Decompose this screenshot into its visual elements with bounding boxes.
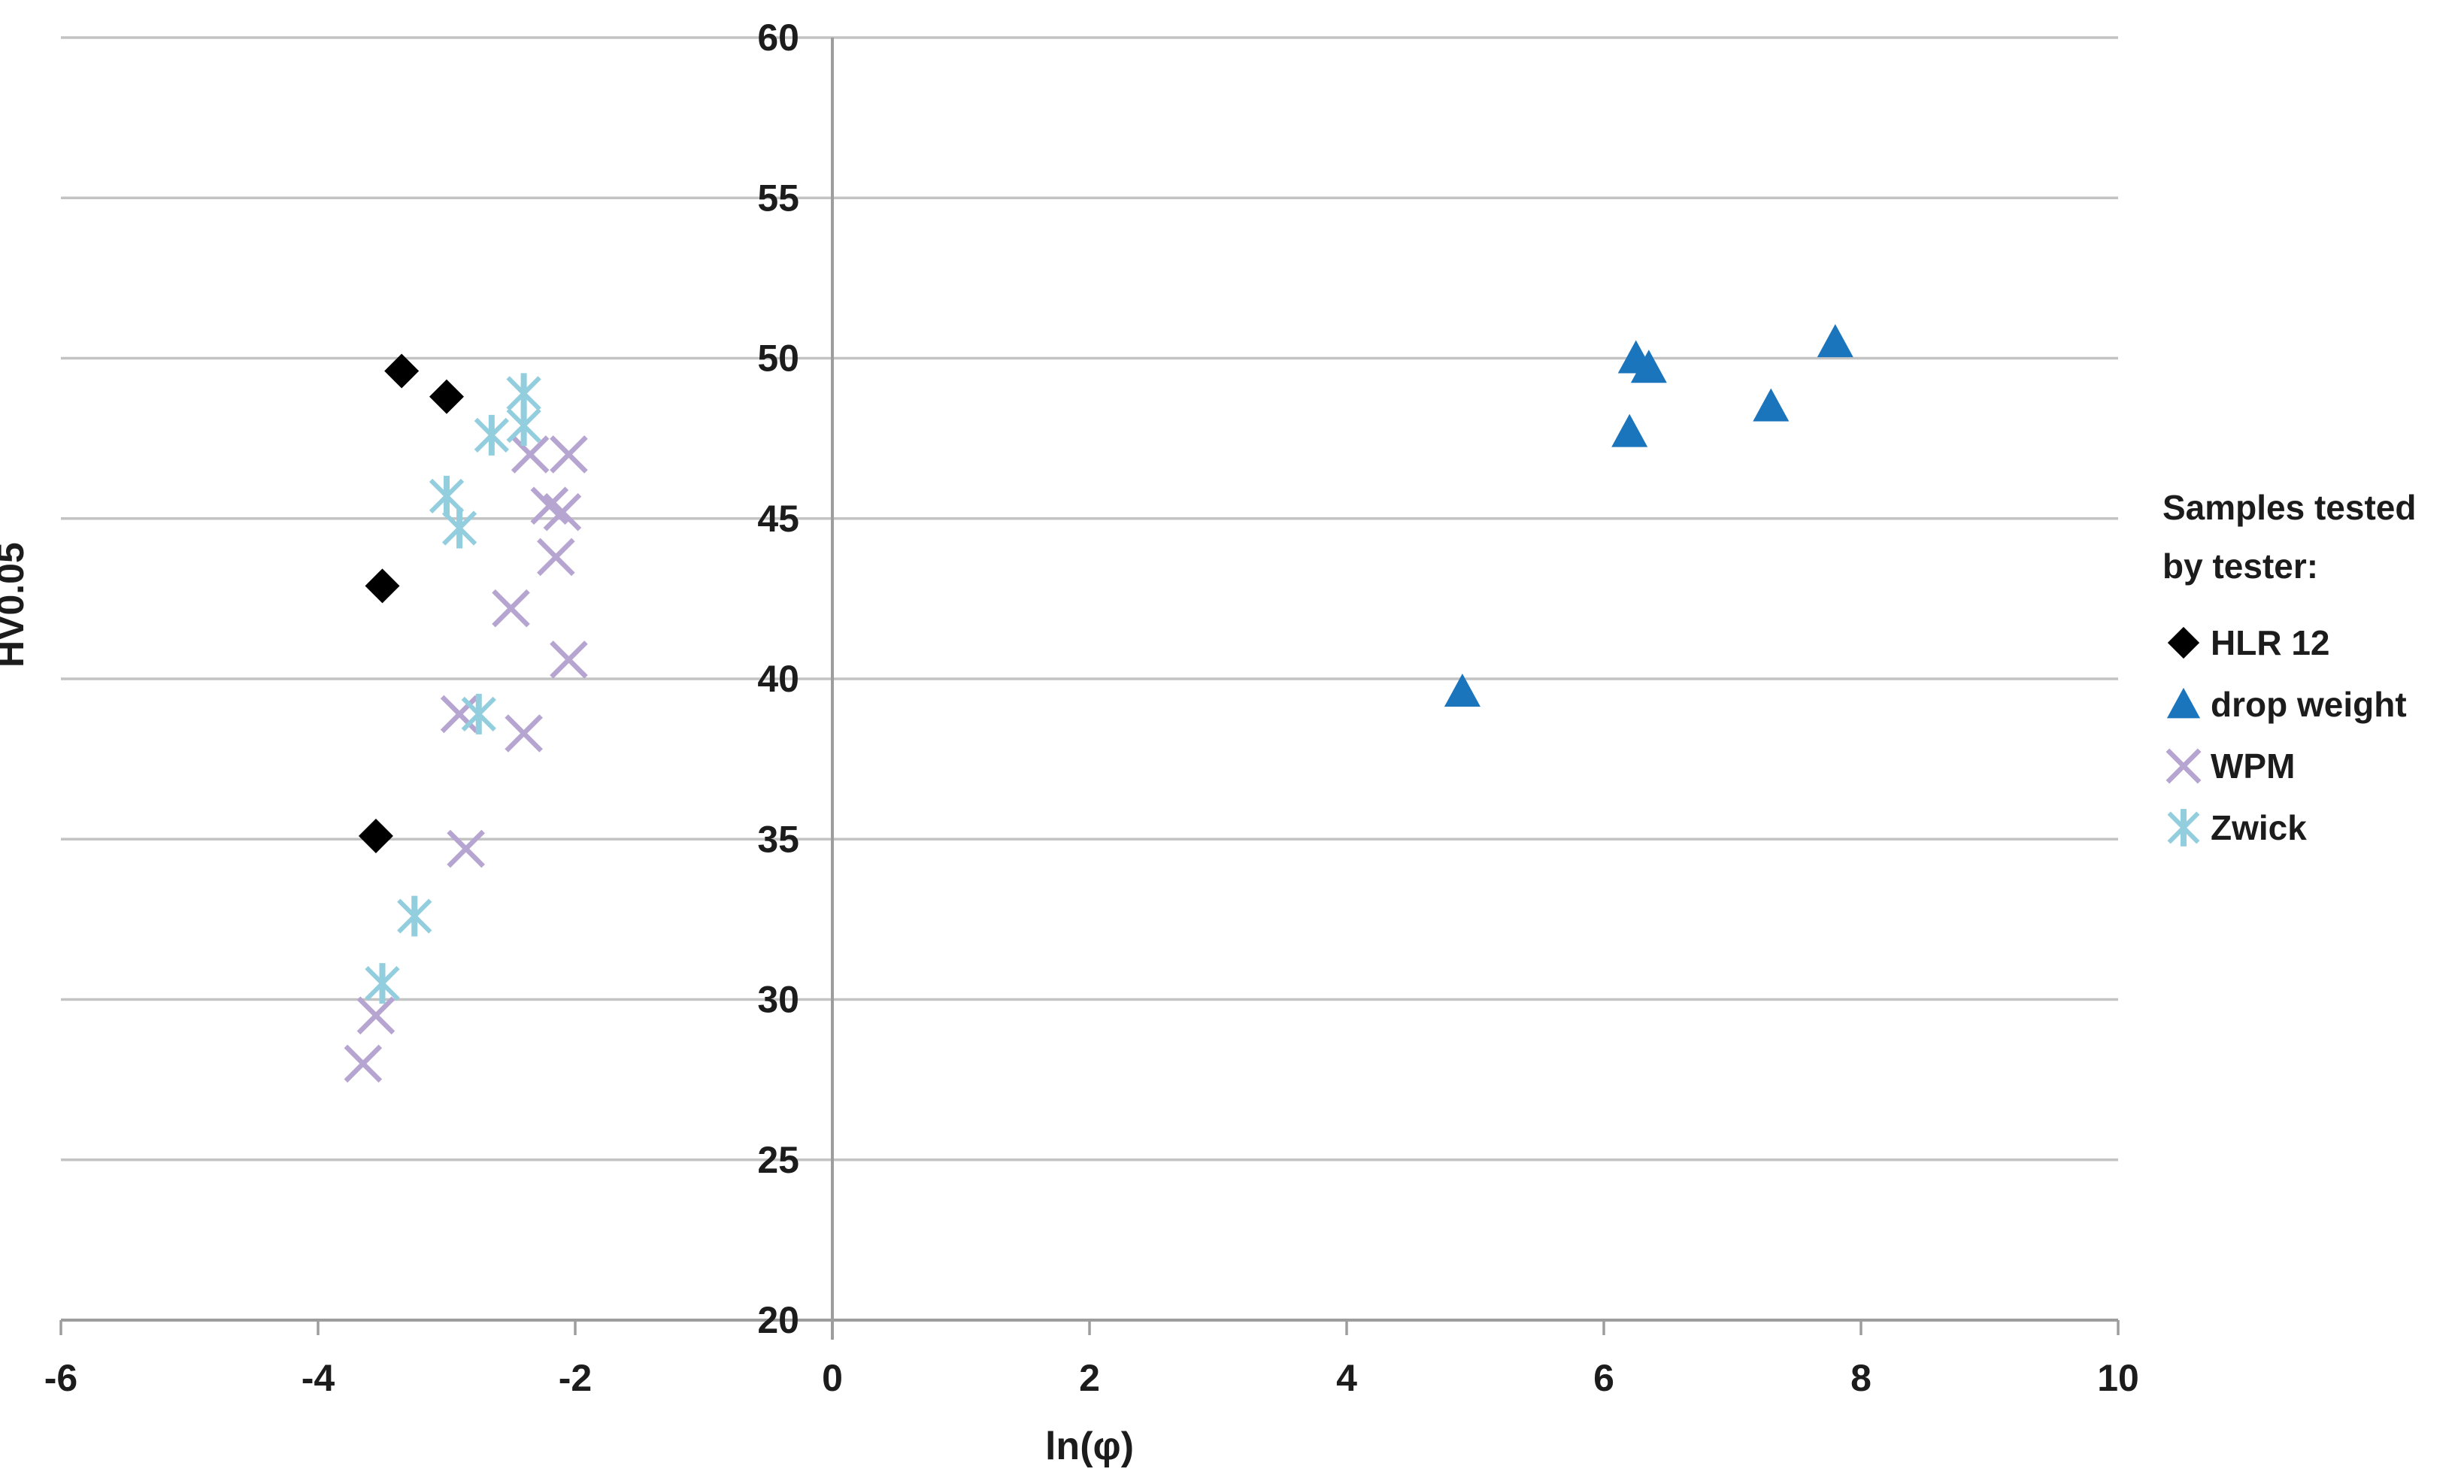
y-tick-label: 50: [757, 338, 799, 380]
data-point-marker-x: [530, 486, 569, 525]
series-wpm: [344, 435, 588, 1083]
data-point-marker-x: [550, 435, 588, 474]
data-point-marker-x: [492, 589, 530, 628]
y-tick-label: 55: [757, 177, 799, 219]
axes: [59, 38, 2120, 1340]
data-point-marker-x: [511, 435, 550, 474]
x-icon: [2165, 748, 2202, 784]
legend-item-hlr-12: HLR 12: [2162, 622, 2463, 663]
data-point-marker-x: [440, 695, 479, 734]
x-tick-label: 4: [1336, 1357, 1357, 1399]
data-point-marker-triangle: [1611, 413, 1648, 447]
x-tick-label: 2: [1079, 1357, 1100, 1399]
y-tick-label: 20: [757, 1299, 799, 1341]
gridlines: [61, 36, 2118, 1322]
data-point-marker-triangle: [1630, 350, 1667, 383]
y-tick-label: 25: [757, 1139, 799, 1181]
x-tick-label: -6: [44, 1357, 77, 1399]
data-point-marker-triangle: [2166, 687, 2201, 719]
data-point-marker-x: [543, 492, 582, 532]
x-tick-label: 8: [1850, 1357, 1871, 1399]
legend-title: Samples tested by tester:: [2162, 488, 2417, 586]
legend-label: Zwick: [2211, 808, 2307, 847]
data-point-marker-triangle: [1444, 674, 1481, 707]
triangle-icon: [2166, 687, 2201, 719]
data-point-marker-x: [356, 996, 396, 1035]
tick-labels: 60 55 50 45 40 35 30 25 20 -6 -4 -2 0 2 4 6 8 10: [44, 17, 2139, 1399]
data-point-marker-x: [537, 538, 575, 577]
data-point-marker-diamond: [358, 818, 393, 853]
data-point-marker-x: [2165, 748, 2202, 784]
legend-label: drop weight: [2211, 685, 2407, 724]
x-tick-label: -4: [302, 1357, 335, 1399]
legend-item-zwick: Zwick: [2162, 807, 2463, 848]
y-tick-label: 30: [757, 979, 799, 1021]
x-tick-label: -2: [559, 1357, 592, 1399]
series-hlr-12: [358, 353, 464, 853]
y-tick-label: 60: [757, 17, 799, 59]
legend-label: HLR 12: [2211, 623, 2330, 662]
data-point-marker-diamond: [384, 353, 420, 389]
data-point-marker-diamond: [429, 379, 464, 414]
legend-item-drop-weight: drop weight: [2162, 684, 2463, 725]
data-point-marker-x: [344, 1044, 383, 1083]
y-tick-label: 45: [757, 498, 799, 540]
diamond-icon: [2167, 626, 2200, 659]
y-tick-label: 40: [757, 658, 799, 700]
data-point-marker-triangle: [1753, 388, 1790, 422]
x-tick-label: 10: [2097, 1357, 2139, 1399]
data-point-marker-x: [550, 641, 588, 679]
legend-item-wpm: WPM: [2162, 746, 2463, 786]
legend-items: HLR 12 drop weight WPM Zwick: [2162, 622, 2463, 848]
y-axis-title: HV0.05: [0, 542, 32, 668]
data-point-marker-diamond: [2167, 626, 2200, 659]
x-axis-title: ln(φ): [1044, 1425, 1135, 1468]
legend: Samples tested by tester: HLR 12 drop wei…: [2162, 478, 2463, 869]
series-drop-weight: [1444, 324, 1853, 707]
legend-label: WPM: [2211, 747, 2296, 786]
star-icon: [2167, 809, 2200, 846]
series-zwick: [365, 373, 541, 1004]
data-point-marker-diamond: [365, 568, 400, 604]
x-tick-label: 0: [822, 1357, 843, 1399]
data-point-marker-triangle: [1817, 324, 1853, 358]
y-tick-label: 35: [757, 818, 799, 860]
data-point-marker-x: [505, 714, 543, 753]
data-point-marker-x: [447, 829, 485, 868]
x-tick-label: 6: [1593, 1357, 1614, 1399]
